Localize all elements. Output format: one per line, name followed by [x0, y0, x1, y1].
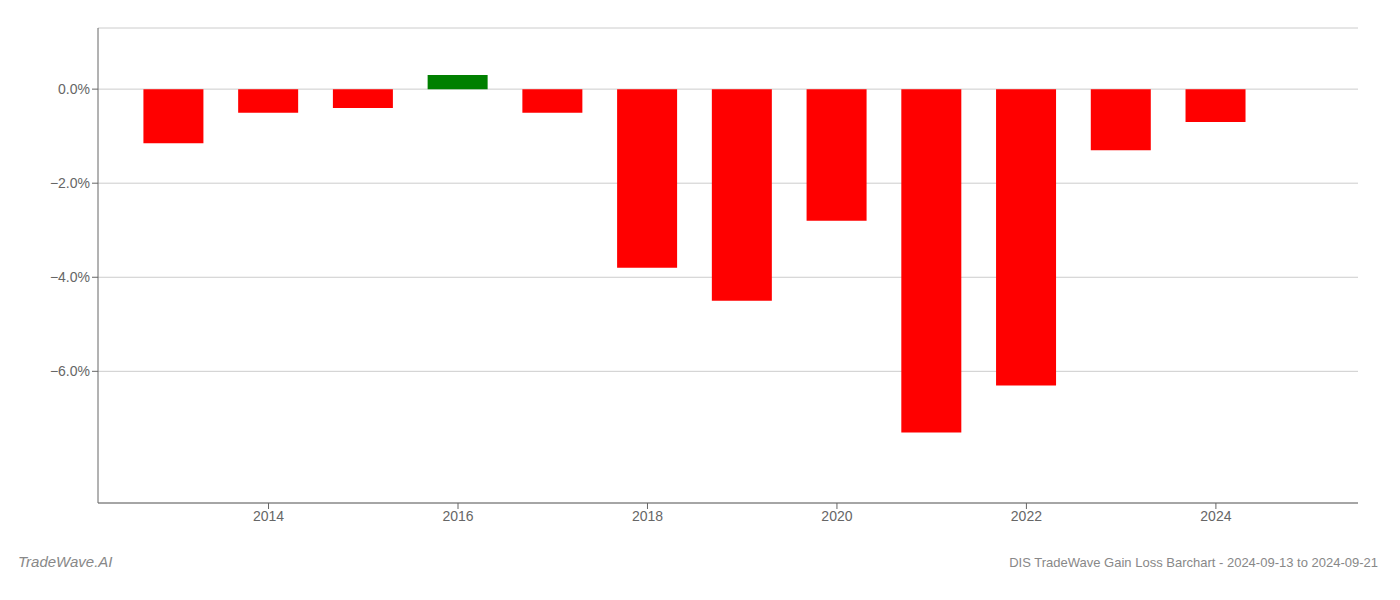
svg-text:2018: 2018: [632, 508, 663, 524]
svg-text:2014: 2014: [253, 508, 284, 524]
svg-text:2024: 2024: [1200, 508, 1231, 524]
svg-text:2022: 2022: [1011, 508, 1042, 524]
html-text:DIS TradeWave Gain Loss Barcha: DIS TradeWave Gain Loss Barchart - 2024-…: [1009, 555, 1378, 570]
svg-text:0.0%: 0.0%: [58, 81, 90, 97]
svg-text:2016: 2016: [442, 508, 473, 524]
svg-text:−4.0%: −4.0%: [50, 269, 90, 285]
svg-text:−6.0%: −6.0%: [50, 363, 90, 379]
svg-text:−2.0%: −2.0%: [50, 175, 90, 191]
html-text:TradeWave.AI: TradeWave.AI: [18, 553, 113, 570]
svg-text:2020: 2020: [821, 508, 852, 524]
